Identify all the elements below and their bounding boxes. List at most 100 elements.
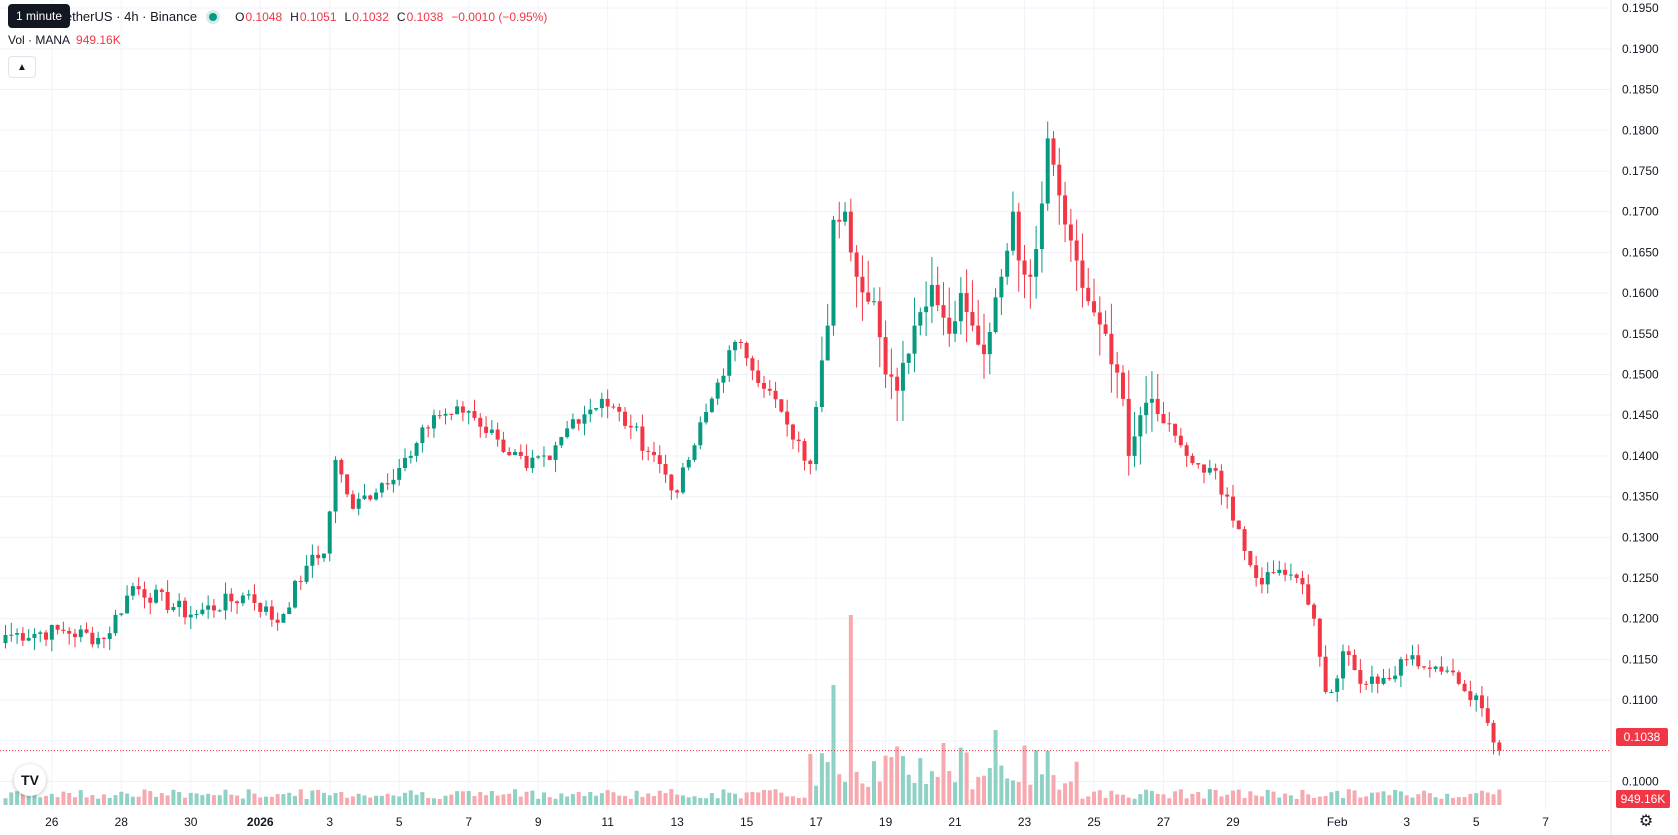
- volume-bar: [1097, 790, 1102, 805]
- volume-bar: [982, 775, 987, 805]
- time-tick-label: 13: [670, 815, 684, 829]
- volume-bar: [489, 791, 494, 805]
- candle-body: [1369, 676, 1374, 684]
- candle-body: [953, 321, 958, 334]
- candle-body: [1387, 677, 1392, 680]
- volume-bar: [368, 797, 373, 805]
- time-tick-label: 28: [115, 815, 129, 829]
- collapse-legend-button[interactable]: ▲: [8, 56, 36, 78]
- volume-bar: [437, 798, 442, 805]
- volume-bar: [825, 762, 830, 805]
- candle-body: [767, 388, 772, 391]
- volume-bar: [895, 746, 900, 805]
- volume-bar: [142, 789, 147, 805]
- volume-bar: [1242, 797, 1247, 805]
- volume-label[interactable]: Vol · MANA: [8, 33, 71, 47]
- candle-body: [848, 211, 853, 253]
- candle-body: [44, 632, 49, 640]
- candle-body: [808, 460, 813, 465]
- gear-icon[interactable]: ⚙: [1638, 813, 1654, 830]
- candle-body: [1219, 470, 1224, 495]
- volume-bar: [1468, 793, 1473, 805]
- price-tick-label: 0.1150: [1622, 652, 1658, 666]
- price-tick-label: 0.1200: [1622, 612, 1659, 626]
- volume-bar: [657, 790, 662, 805]
- candle-body: [1161, 414, 1166, 424]
- time-tick-label: 21: [948, 815, 962, 829]
- candle-body: [1178, 435, 1183, 446]
- candle-body: [84, 629, 89, 633]
- candle-body: [623, 411, 628, 426]
- volume-bar: [235, 795, 240, 805]
- candle-body: [154, 589, 159, 603]
- candle-body: [339, 459, 344, 475]
- candle-body: [455, 406, 460, 415]
- candle-body: [1092, 301, 1097, 313]
- volume-bar: [333, 793, 338, 805]
- candle-body: [1155, 398, 1160, 415]
- candle-body: [321, 553, 326, 559]
- candle-body: [379, 483, 384, 493]
- volume-bar: [709, 793, 714, 805]
- high-value: 0.1051: [299, 10, 337, 24]
- volume-bar: [1381, 791, 1386, 805]
- volume-bar: [240, 798, 245, 805]
- volume-bar: [345, 797, 350, 805]
- time-tick-label: 7: [465, 815, 472, 829]
- volume-bar: [252, 793, 257, 805]
- candle-body: [854, 252, 859, 277]
- volume-bar: [1474, 793, 1479, 805]
- price-tick-label: 0.1800: [1622, 123, 1659, 137]
- volume-bar: [866, 786, 871, 805]
- volume-bar: [536, 798, 541, 805]
- volume-bar: [211, 795, 216, 805]
- volume-bar: [1080, 798, 1085, 805]
- volume-bar: [582, 795, 587, 805]
- volume-bar: [49, 793, 54, 805]
- candle-body: [1323, 656, 1328, 692]
- candle-body: [1016, 211, 1021, 261]
- candle-body: [217, 610, 222, 612]
- candle-body: [1034, 249, 1039, 277]
- candle-body: [240, 595, 245, 604]
- candle-body: [1115, 364, 1120, 373]
- candle-body: [947, 317, 952, 334]
- volume-bar: [3, 798, 8, 805]
- volume-bar: [761, 789, 766, 805]
- volume-value: 949.16K: [76, 33, 121, 47]
- volume-bar: [924, 783, 929, 805]
- volume-bar: [1451, 797, 1455, 805]
- candle-body: [1294, 574, 1299, 578]
- volume-bar: [987, 768, 992, 805]
- volume-bar: [929, 771, 934, 805]
- symbol-legend: traland / TetherUS · 4h · Binance O 0.104…: [8, 8, 547, 26]
- volume-bar: [1028, 784, 1033, 805]
- candle-body: [264, 606, 269, 612]
- price-tick-label: 0.1650: [1622, 245, 1659, 259]
- candle-body: [924, 306, 929, 313]
- volume-bar: [310, 790, 315, 805]
- candle-body: [929, 284, 934, 307]
- volume-bar: [1034, 750, 1039, 805]
- candle-body: [675, 490, 680, 493]
- price-tick-label: 0.1750: [1622, 164, 1659, 178]
- candle-body: [588, 409, 593, 415]
- candle-body: [895, 376, 900, 391]
- candle-body: [1317, 618, 1322, 657]
- candle-body: [918, 312, 923, 326]
- volume-bar: [628, 798, 633, 805]
- candle-body: [495, 429, 500, 440]
- volume-bar: [1497, 789, 1502, 805]
- volume-bar: [599, 793, 604, 805]
- volume-bar: [1057, 789, 1062, 805]
- volume-bar: [374, 795, 379, 805]
- candle-body: [333, 459, 338, 512]
- candle-body: [877, 301, 882, 338]
- volume-bar: [304, 798, 309, 805]
- volume-bar: [906, 774, 911, 805]
- tradingview-logo-icon[interactable]: TV: [14, 764, 46, 796]
- candle-body: [646, 450, 651, 452]
- volume-bar: [1312, 797, 1317, 805]
- candle-body: [223, 593, 228, 611]
